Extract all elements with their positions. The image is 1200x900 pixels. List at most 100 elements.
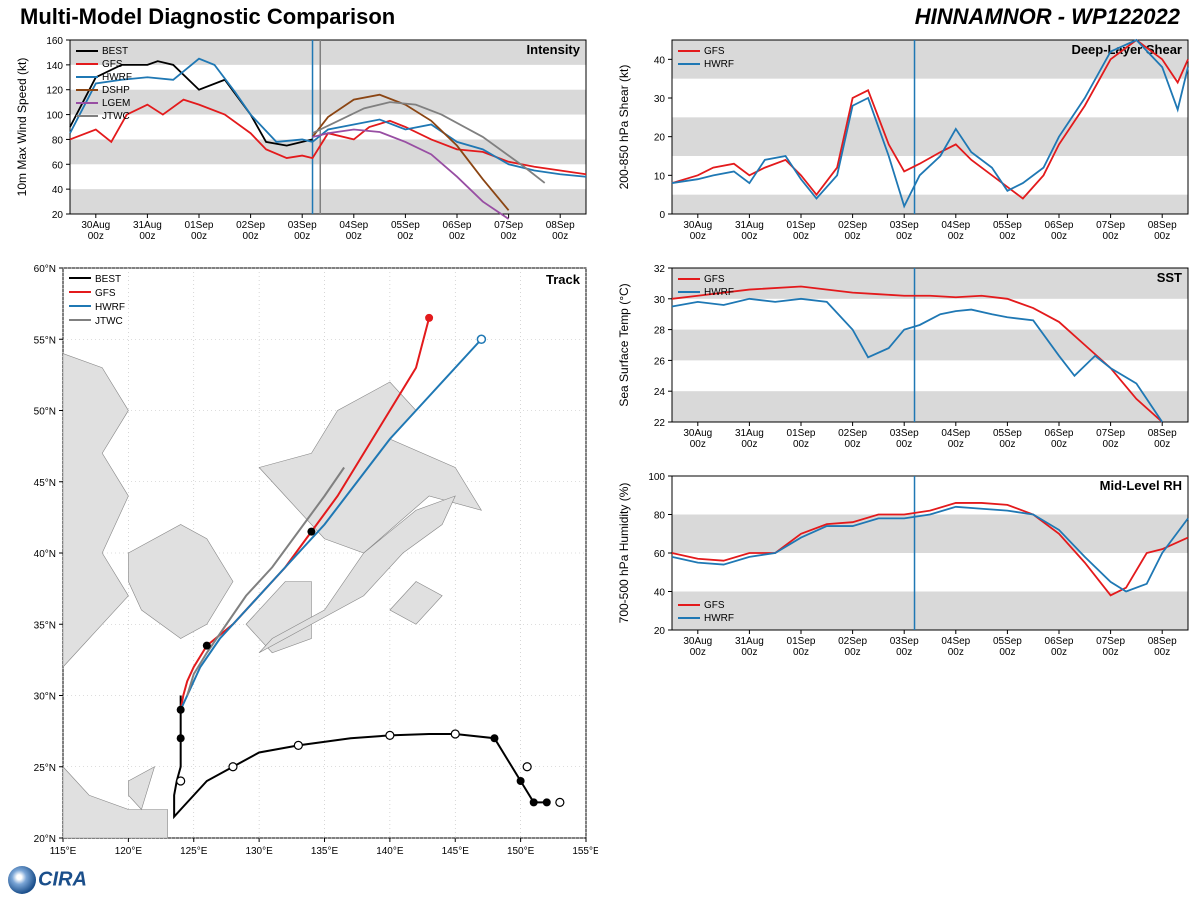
svg-text:00z: 00z	[793, 647, 809, 658]
svg-text:03Sep: 03Sep	[890, 428, 919, 439]
svg-text:25°N: 25°N	[34, 763, 56, 774]
svg-text:02Sep: 02Sep	[236, 220, 265, 231]
track-panel: 115°E120°E125°E130°E135°E140°E145°E150°E…	[8, 260, 598, 876]
svg-text:00z: 00z	[896, 231, 912, 242]
svg-text:135°E: 135°E	[311, 846, 339, 857]
svg-text:08Sep: 08Sep	[1148, 636, 1177, 647]
svg-text:04Sep: 04Sep	[941, 636, 970, 647]
svg-text:60: 60	[52, 160, 64, 171]
svg-text:Sea Surface Temp (°C): Sea Surface Temp (°C)	[617, 283, 631, 406]
svg-text:00z: 00z	[346, 231, 362, 242]
svg-text:SST: SST	[1157, 270, 1182, 285]
svg-text:00z: 00z	[845, 647, 861, 658]
svg-text:40: 40	[654, 55, 666, 66]
svg-text:GFS: GFS	[704, 46, 725, 57]
svg-text:00z: 00z	[741, 647, 757, 658]
svg-text:00z: 00z	[999, 647, 1015, 658]
svg-text:01Sep: 01Sep	[185, 220, 214, 231]
svg-text:GFS: GFS	[102, 59, 123, 70]
svg-text:30°N: 30°N	[34, 692, 56, 703]
svg-text:Track: Track	[546, 272, 581, 287]
svg-text:22: 22	[654, 418, 666, 429]
svg-text:10: 10	[654, 171, 666, 182]
svg-text:20: 20	[654, 133, 666, 144]
svg-text:00z: 00z	[1051, 647, 1067, 658]
svg-text:02Sep: 02Sep	[838, 428, 867, 439]
svg-text:HWRF: HWRF	[704, 59, 734, 70]
svg-text:00z: 00z	[948, 439, 964, 450]
svg-text:24: 24	[654, 387, 666, 398]
svg-text:160: 160	[46, 36, 63, 47]
svg-text:06Sep: 06Sep	[1045, 428, 1074, 439]
svg-text:155°E: 155°E	[572, 846, 598, 857]
svg-text:30: 30	[654, 94, 666, 105]
svg-text:03Sep: 03Sep	[288, 220, 317, 231]
svg-text:00z: 00z	[845, 231, 861, 242]
svg-text:40: 40	[52, 185, 64, 196]
svg-text:32: 32	[654, 264, 666, 275]
svg-text:00z: 00z	[88, 231, 104, 242]
svg-text:120: 120	[46, 86, 63, 97]
svg-text:00z: 00z	[243, 231, 259, 242]
svg-text:GFS: GFS	[95, 288, 116, 299]
svg-text:28: 28	[654, 326, 666, 337]
svg-text:60°N: 60°N	[34, 264, 56, 275]
svg-text:80: 80	[52, 135, 64, 146]
svg-text:JTWC: JTWC	[95, 316, 123, 327]
sst-panel: 22242628303230Aug00z31Aug00z01Sep00z02Se…	[610, 260, 1200, 460]
svg-text:00z: 00z	[741, 439, 757, 450]
svg-text:35°N: 35°N	[34, 620, 56, 631]
svg-text:30Aug: 30Aug	[683, 220, 712, 231]
svg-text:DSHP: DSHP	[102, 85, 130, 96]
svg-text:00z: 00z	[139, 231, 155, 242]
svg-text:07Sep: 07Sep	[1096, 220, 1125, 231]
svg-text:40°N: 40°N	[34, 549, 56, 560]
svg-text:00z: 00z	[690, 647, 706, 658]
svg-text:150°E: 150°E	[507, 846, 535, 857]
svg-text:20°N: 20°N	[34, 834, 56, 845]
svg-text:05Sep: 05Sep	[993, 636, 1022, 647]
svg-text:07Sep: 07Sep	[494, 220, 523, 231]
intensity-panel: 2040608010012014016030Aug00z31Aug00z01Se…	[8, 32, 598, 252]
svg-text:05Sep: 05Sep	[993, 428, 1022, 439]
cira-swirl-icon	[8, 866, 36, 894]
svg-text:02Sep: 02Sep	[838, 636, 867, 647]
svg-text:LGEM: LGEM	[102, 98, 130, 109]
svg-text:00z: 00z	[1103, 231, 1119, 242]
svg-text:00z: 00z	[1051, 439, 1067, 450]
svg-text:00z: 00z	[1154, 231, 1170, 242]
svg-text:30Aug: 30Aug	[683, 428, 712, 439]
svg-text:20: 20	[52, 210, 64, 221]
svg-text:04Sep: 04Sep	[941, 428, 970, 439]
svg-text:06Sep: 06Sep	[1045, 220, 1074, 231]
svg-text:00z: 00z	[1051, 231, 1067, 242]
svg-text:00z: 00z	[1103, 647, 1119, 658]
svg-text:00z: 00z	[191, 231, 207, 242]
svg-text:05Sep: 05Sep	[391, 220, 420, 231]
svg-text:200-850 hPa Shear (kt): 200-850 hPa Shear (kt)	[617, 65, 631, 190]
svg-text:03Sep: 03Sep	[890, 636, 919, 647]
svg-text:01Sep: 01Sep	[787, 220, 816, 231]
svg-text:Intensity: Intensity	[527, 42, 581, 57]
svg-text:00z: 00z	[793, 231, 809, 242]
svg-text:08Sep: 08Sep	[546, 220, 575, 231]
svg-text:55°N: 55°N	[34, 335, 56, 346]
svg-text:00z: 00z	[449, 231, 465, 242]
svg-text:06Sep: 06Sep	[1045, 636, 1074, 647]
svg-text:00z: 00z	[1103, 439, 1119, 450]
svg-text:700-500 hPa Humidity (%): 700-500 hPa Humidity (%)	[617, 483, 631, 624]
svg-text:GFS: GFS	[704, 600, 725, 611]
svg-text:140: 140	[46, 61, 63, 72]
svg-text:05Sep: 05Sep	[993, 220, 1022, 231]
svg-text:115°E: 115°E	[50, 846, 77, 857]
shear-panel: 01020304030Aug00z31Aug00z01Sep00z02Sep00…	[610, 32, 1200, 252]
svg-text:HWRF: HWRF	[95, 302, 125, 313]
svg-text:31Aug: 31Aug	[735, 220, 764, 231]
svg-text:00z: 00z	[845, 439, 861, 450]
svg-text:BEST: BEST	[95, 274, 121, 285]
svg-text:00z: 00z	[948, 231, 964, 242]
svg-text:07Sep: 07Sep	[1096, 636, 1125, 647]
svg-text:Mid-Level RH: Mid-Level RH	[1100, 478, 1182, 493]
svg-text:HWRF: HWRF	[102, 72, 132, 83]
svg-text:10m Max Wind Speed (kt): 10m Max Wind Speed (kt)	[15, 58, 29, 197]
